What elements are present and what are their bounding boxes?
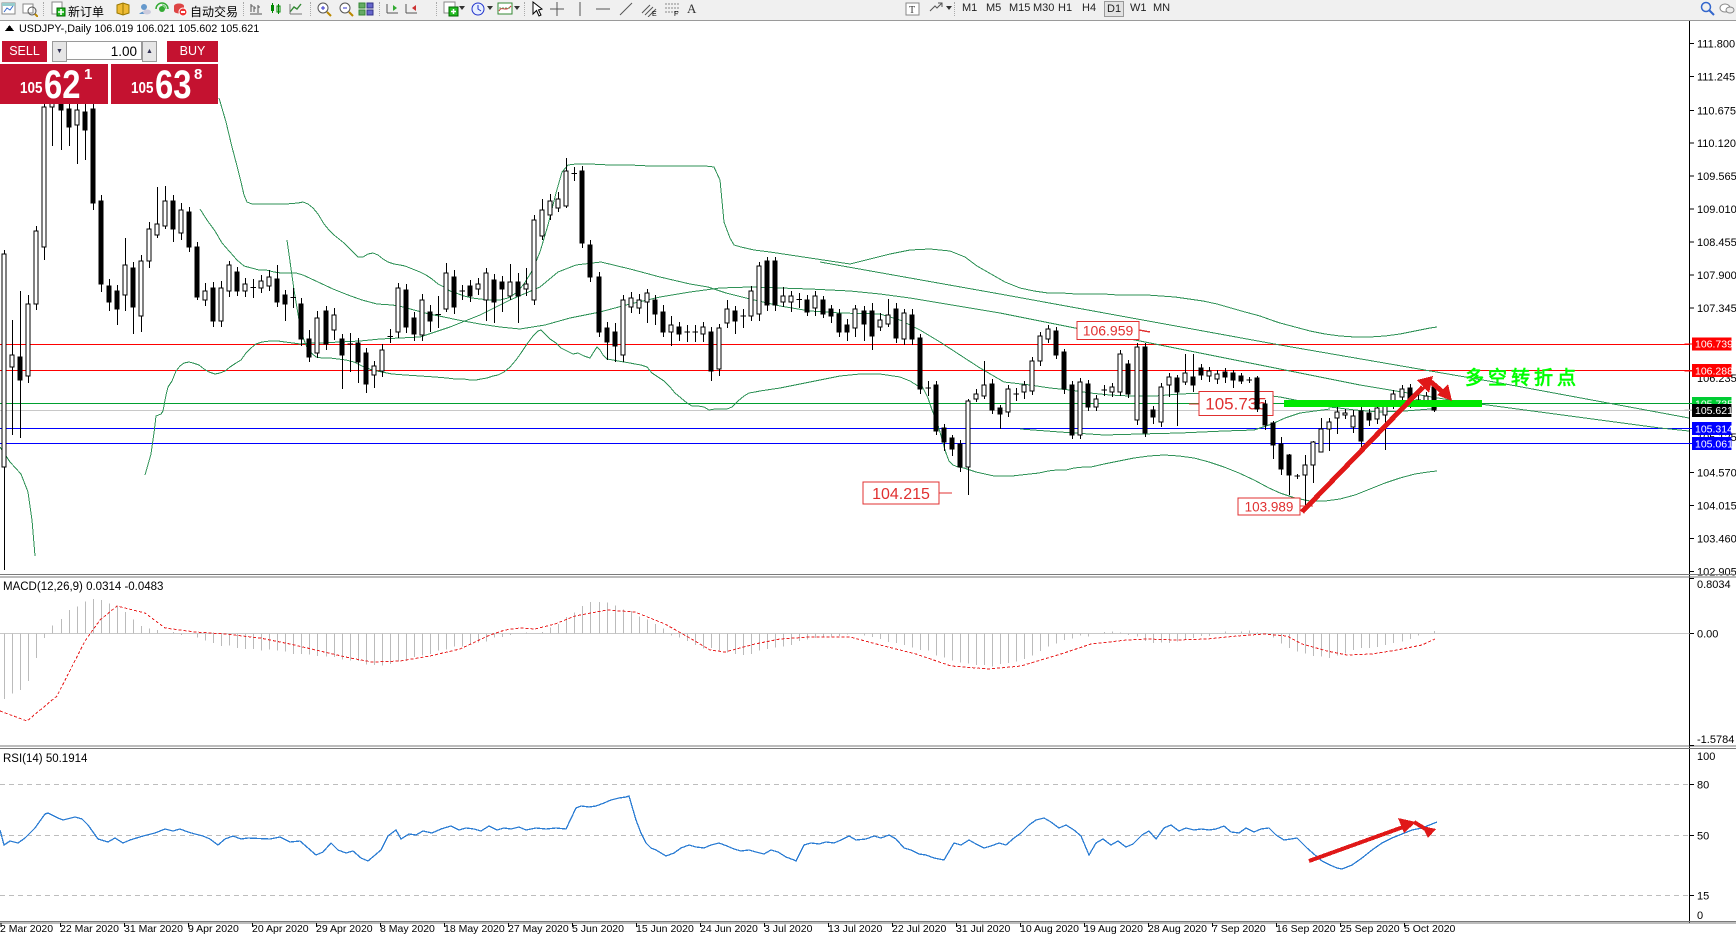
svg-text:13 Jul 2020: 13 Jul 2020 — [828, 923, 882, 935]
svg-text:9 Apr 2020: 9 Apr 2020 — [188, 923, 239, 935]
svg-text:102.905: 102.905 — [1697, 567, 1736, 579]
svg-text:T: T — [909, 5, 915, 16]
svg-text:E: E — [652, 11, 657, 17]
svg-text:111.245: 111.245 — [1697, 71, 1735, 83]
svg-text:103.989: 103.989 — [1245, 499, 1294, 514]
svg-text:5 Jun 2020: 5 Jun 2020 — [572, 923, 624, 935]
svg-text:20 Apr 2020: 20 Apr 2020 — [252, 923, 309, 935]
svg-text:RSI(14) 50.1914: RSI(14) 50.1914 — [3, 753, 88, 765]
svg-text:105.735: 105.735 — [1205, 395, 1266, 414]
svg-text:5 Oct 2020: 5 Oct 2020 — [1404, 923, 1456, 935]
svg-text:105.314: 105.314 — [1695, 423, 1733, 435]
svg-text:15 Jun 2020: 15 Jun 2020 — [636, 923, 694, 935]
svg-text:107.345: 107.345 — [1697, 303, 1736, 315]
svg-text:105.061: 105.061 — [1695, 438, 1733, 450]
svg-text:19 Aug 2020: 19 Aug 2020 — [1084, 923, 1143, 935]
svg-text:108.455: 108.455 — [1697, 237, 1736, 249]
svg-text:31 Mar 2020: 31 Mar 2020 — [124, 923, 183, 935]
svg-text:24 Jun 2020: 24 Jun 2020 — [700, 923, 758, 935]
svg-text:104.570: 104.570 — [1697, 468, 1736, 480]
svg-text:10 Aug 2020: 10 Aug 2020 — [1020, 923, 1079, 935]
svg-text:106.959: 106.959 — [1083, 323, 1134, 339]
svg-text:27 May 2020: 27 May 2020 — [508, 923, 569, 935]
svg-text:25 Sep 2020: 25 Sep 2020 — [1340, 923, 1400, 935]
svg-text:80: 80 — [1697, 780, 1709, 792]
svg-text:110.120: 110.120 — [1697, 138, 1736, 150]
svg-text:28 Aug 2020: 28 Aug 2020 — [1148, 923, 1207, 935]
svg-text:8 May 2020: 8 May 2020 — [380, 923, 435, 935]
svg-text:3 Jul 2020: 3 Jul 2020 — [764, 923, 813, 935]
svg-text:18 May 2020: 18 May 2020 — [444, 923, 505, 935]
svg-text:F: F — [674, 11, 678, 17]
svg-text:0.8034: 0.8034 — [1697, 579, 1731, 591]
svg-text:7 Sep 2020: 7 Sep 2020 — [1212, 923, 1266, 935]
svg-text:MACD(12,26,9) 0.0314 -0.0483: MACD(12,26,9) 0.0314 -0.0483 — [3, 581, 163, 593]
svg-text:22 Jul 2020: 22 Jul 2020 — [892, 923, 946, 935]
svg-text:0: 0 — [1697, 910, 1703, 922]
svg-text:0.00: 0.00 — [1697, 629, 1718, 641]
svg-text:103.460: 103.460 — [1697, 534, 1736, 546]
svg-text:110.675: 110.675 — [1697, 105, 1736, 117]
svg-text:104.015: 104.015 — [1697, 501, 1736, 513]
svg-text:31 Jul 2020: 31 Jul 2020 — [956, 923, 1010, 935]
svg-text:USDJPY-,Daily 106.019 106.021: USDJPY-,Daily 106.019 106.021 105.602 10… — [19, 23, 259, 35]
svg-text:2 Mar 2020: 2 Mar 2020 — [0, 923, 53, 935]
svg-text:109.010: 109.010 — [1697, 204, 1736, 216]
svg-text:111.800: 111.800 — [1697, 39, 1735, 51]
svg-text:16 Sep 2020: 16 Sep 2020 — [1276, 923, 1336, 935]
svg-text:15: 15 — [1697, 891, 1709, 903]
svg-text:106.739: 106.739 — [1695, 339, 1733, 351]
svg-text:105.621: 105.621 — [1695, 405, 1733, 417]
svg-text:29 Apr 2020: 29 Apr 2020 — [316, 923, 373, 935]
svg-text:22 Mar 2020: 22 Mar 2020 — [60, 923, 119, 935]
svg-text:多空转折点: 多空转折点 — [1465, 366, 1580, 389]
svg-text:106.288: 106.288 — [1695, 366, 1733, 378]
svg-text:100: 100 — [1697, 751, 1715, 763]
svg-text:104.215: 104.215 — [872, 486, 930, 503]
svg-text:-1.5784: -1.5784 — [1697, 734, 1734, 746]
svg-text:107.900: 107.900 — [1697, 270, 1736, 282]
svg-text:50: 50 — [1697, 831, 1709, 843]
svg-text:109.565: 109.565 — [1697, 171, 1736, 183]
